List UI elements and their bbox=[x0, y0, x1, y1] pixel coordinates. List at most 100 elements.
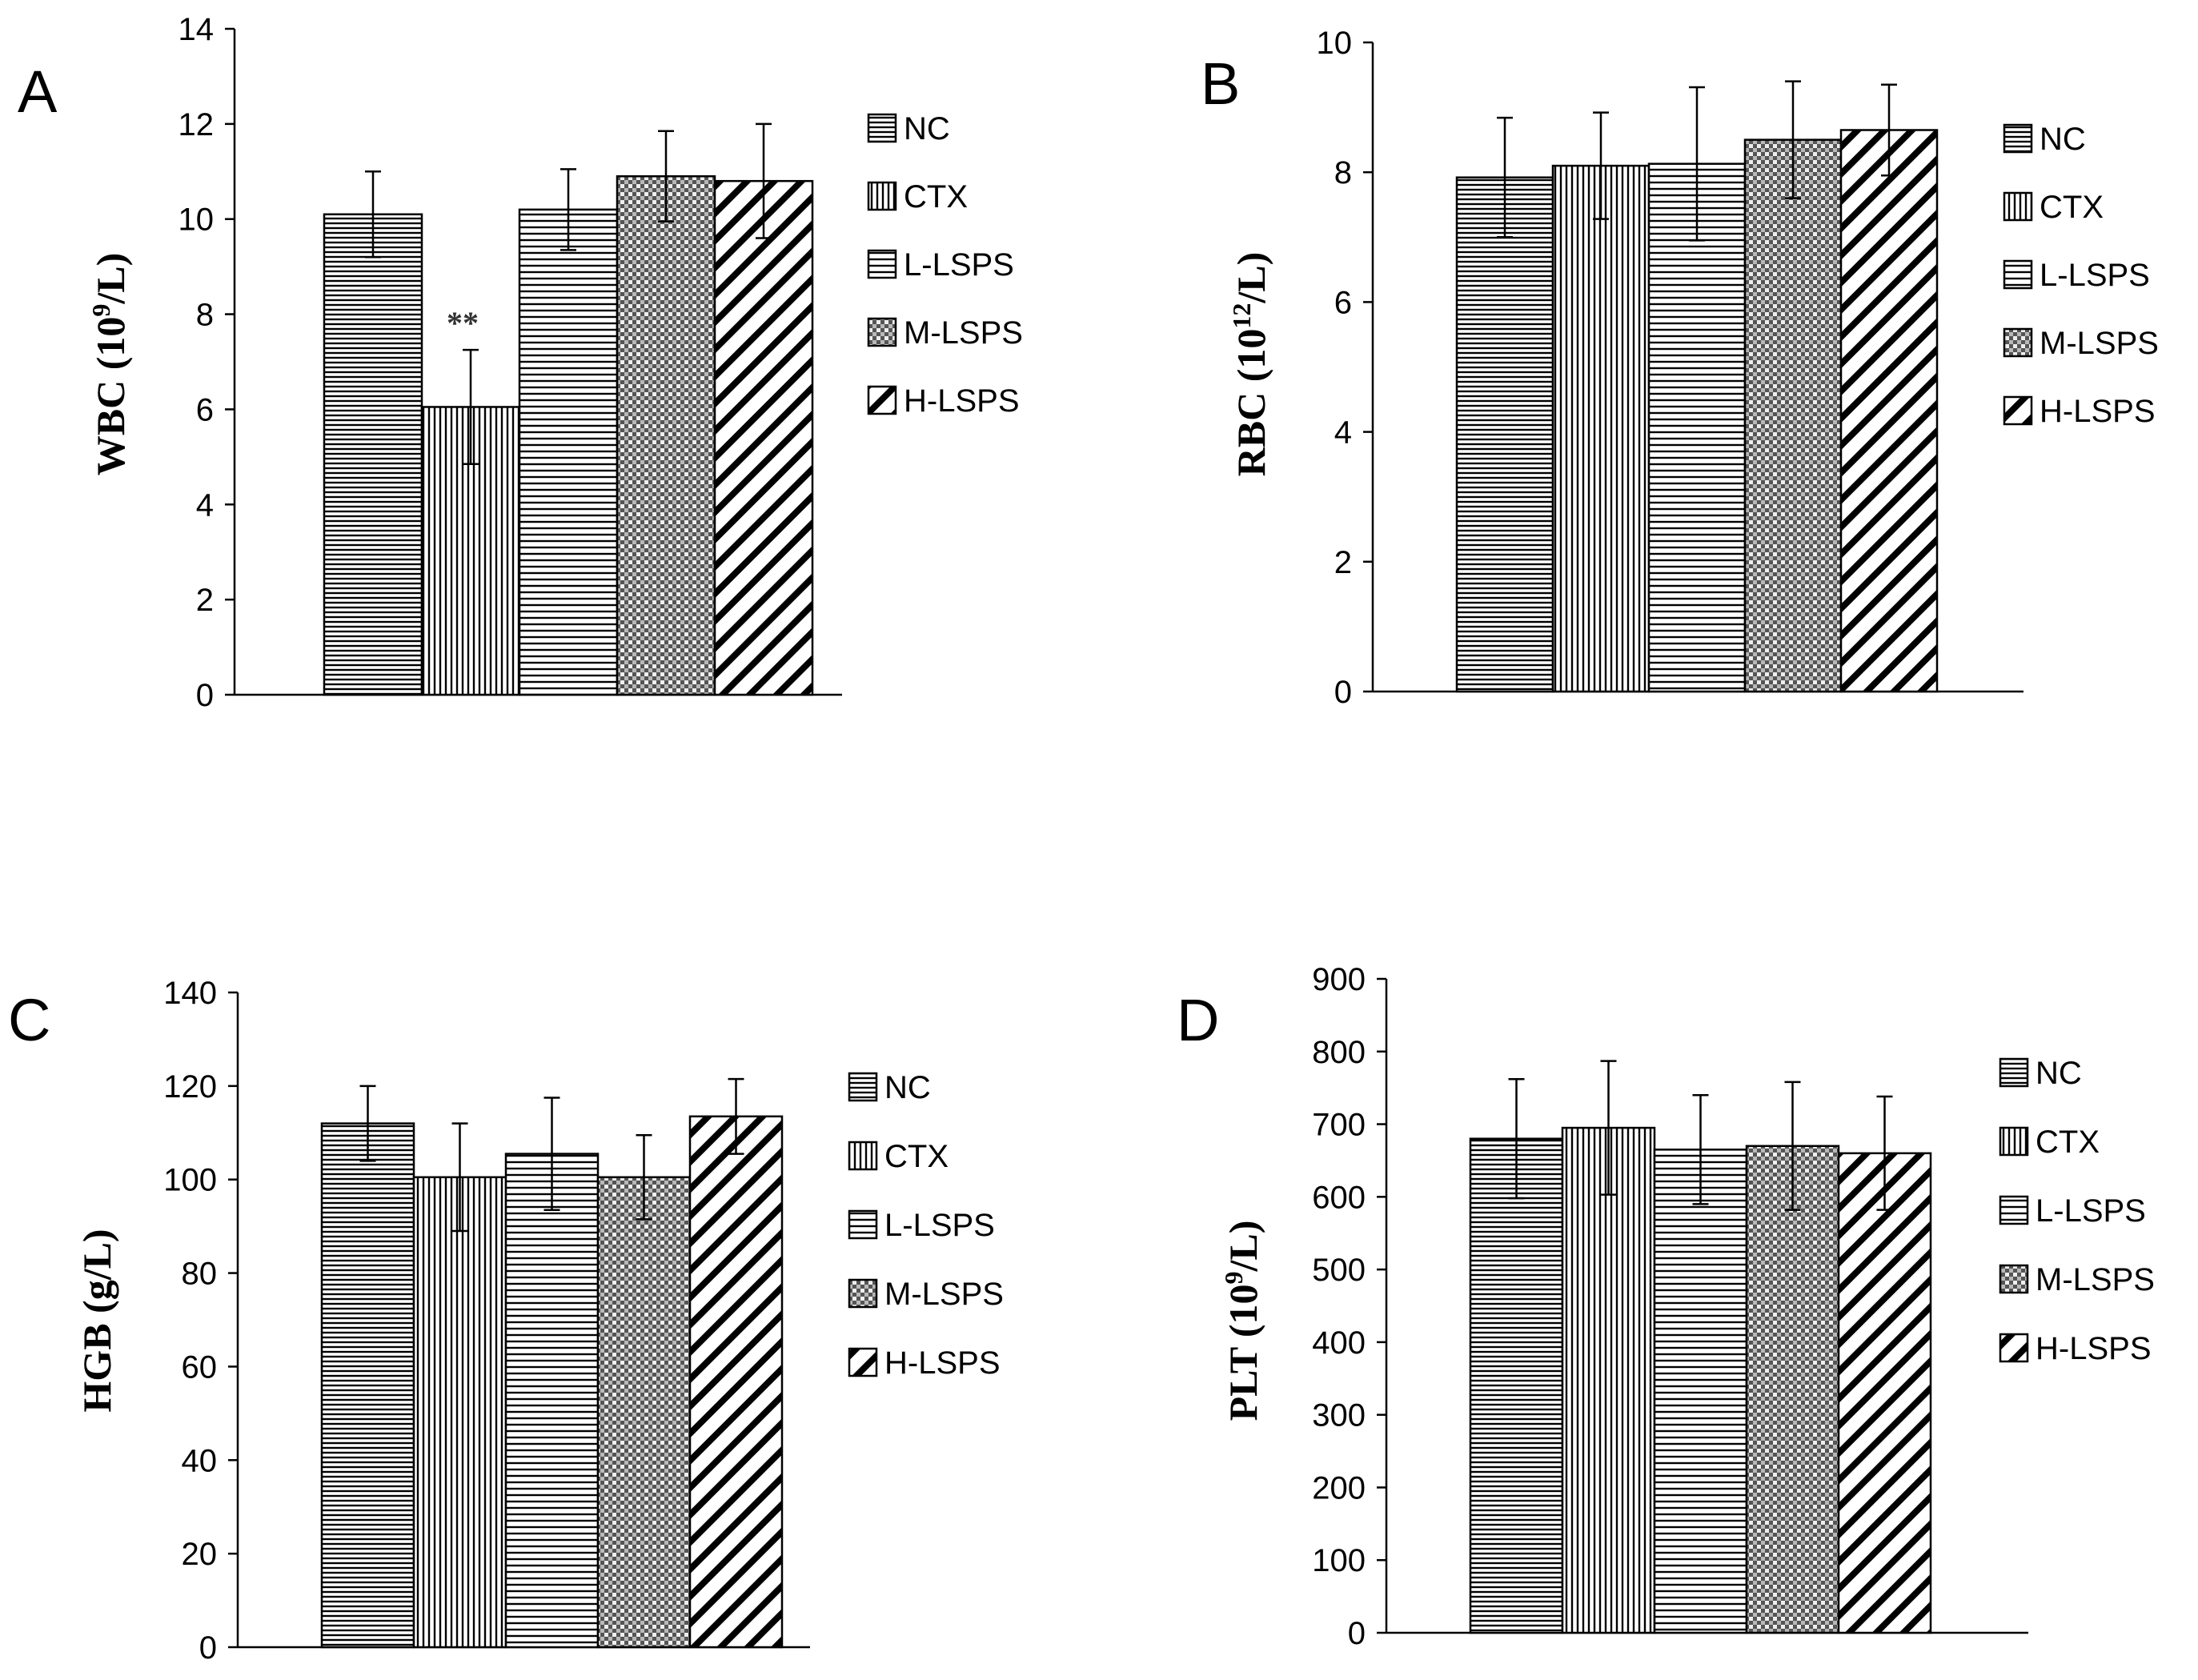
panel-letter: B bbox=[1201, 50, 1240, 117]
legend-label: H-LSPS bbox=[2040, 394, 2156, 429]
legend-label: L-LSPS bbox=[904, 247, 1014, 283]
panel-letter: D bbox=[1177, 987, 1219, 1053]
y-tick-label: 900 bbox=[1312, 962, 1366, 997]
y-axis-title-superscript: 12 bbox=[1227, 303, 1256, 329]
legend-swatch bbox=[848, 1278, 878, 1309]
y-tick-label: 600 bbox=[1312, 1180, 1366, 1215]
legend-swatch bbox=[1999, 1057, 2029, 1088]
legend-swatch bbox=[2003, 259, 2033, 290]
y-tick-label: 6 bbox=[1334, 285, 1352, 320]
legend-item-l-lsps: L-LSPS bbox=[848, 1208, 995, 1243]
y-axis-title-unit: /L) bbox=[1221, 1221, 1265, 1273]
legend-swatch bbox=[848, 1347, 878, 1377]
legend-item-h-lsps: H-LSPS bbox=[2003, 394, 2156, 429]
error-bar-h-lsps bbox=[728, 1077, 744, 1155]
legend-label: NC bbox=[884, 1070, 931, 1105]
legend-label: M-LSPS bbox=[904, 315, 1023, 351]
bar-h-lsps bbox=[713, 179, 814, 696]
y-axis-title-unit: /L) bbox=[88, 253, 133, 305]
legend-item-ctx: CTX bbox=[2003, 190, 2104, 225]
panel-d-plt: 0 100 200 300 400 500 600 700 800 900 NC CTX L-LSPS M… bbox=[1177, 962, 2155, 1651]
panel-b-rbc: 0 2 4 6 8 10 NC CTX L-LSPS M-LSPS H-LSPS B RBC (1012… bbox=[1201, 26, 2159, 710]
y-tick-label: 400 bbox=[1312, 1325, 1366, 1361]
bar-nc bbox=[323, 213, 423, 696]
legend-item-h-lsps: H-LSPS bbox=[867, 383, 1020, 419]
y-tick-label: 120 bbox=[163, 1069, 217, 1105]
legend-swatch bbox=[1999, 1126, 2029, 1157]
y-tick-label: 0 bbox=[1334, 675, 1352, 710]
panel-letter: A bbox=[18, 58, 58, 125]
y-axis-title: WBC (109/L) bbox=[86, 253, 133, 476]
error-bar-ctx bbox=[1600, 1060, 1617, 1196]
legend-label: NC bbox=[2040, 122, 2086, 157]
y-tick-label: 100 bbox=[163, 1163, 217, 1198]
error-bar-nc bbox=[359, 1085, 376, 1162]
y-tick-label: 300 bbox=[1312, 1398, 1366, 1433]
bar-nc bbox=[1455, 176, 1554, 693]
bar-nc bbox=[320, 1122, 415, 1649]
y-axis-title: PLT (109/L) bbox=[1219, 1221, 1265, 1421]
legend-item-m-lsps: M-LSPS bbox=[848, 1277, 1004, 1312]
legend-label: NC bbox=[904, 111, 950, 146]
legend-swatch bbox=[848, 1141, 878, 1171]
legend-item-m-lsps: M-LSPS bbox=[2003, 326, 2159, 361]
legend-swatch bbox=[867, 317, 897, 347]
y-tick-label: 8 bbox=[196, 298, 214, 333]
error-bar-h-lsps bbox=[1881, 83, 1897, 177]
legend-label: NC bbox=[2036, 1056, 2082, 1091]
y-tick-label: 20 bbox=[182, 1537, 218, 1572]
legend-swatch bbox=[848, 1072, 878, 1102]
error-bar-h-lsps bbox=[756, 122, 772, 239]
bar-l-lsps bbox=[1653, 1149, 1748, 1634]
y-tick-label: 6 bbox=[196, 392, 214, 427]
y-tick-label: 40 bbox=[182, 1443, 218, 1478]
bar-l-lsps bbox=[518, 208, 619, 696]
y-axis-title-main: PLT (10 bbox=[1221, 1285, 1265, 1421]
y-axis-title-main: RBC (10 bbox=[1229, 329, 1273, 477]
bar-l-lsps bbox=[1647, 162, 1747, 693]
legend-swatch bbox=[2003, 191, 2033, 222]
legend-label: H-LSPS bbox=[904, 383, 1020, 419]
legend-label: H-LSPS bbox=[2036, 1331, 2152, 1366]
legend-label: L-LSPS bbox=[884, 1208, 995, 1243]
error-bar-m-lsps bbox=[636, 1133, 652, 1221]
y-axis-title-superscript: 9 bbox=[86, 304, 115, 317]
legend-label: L-LSPS bbox=[2040, 258, 2150, 293]
error-bar-ctx bbox=[463, 348, 479, 466]
error-bar-ctx bbox=[451, 1122, 468, 1233]
bar-nc bbox=[1469, 1137, 1564, 1634]
error-bar-m-lsps bbox=[1784, 1081, 1801, 1211]
legend-swatch bbox=[2003, 327, 2033, 358]
legend-swatch bbox=[867, 181, 897, 211]
legend-item-m-lsps: M-LSPS bbox=[1999, 1262, 2155, 1297]
bar-m-lsps bbox=[616, 174, 716, 696]
legend-item-nc: NC bbox=[867, 111, 950, 146]
y-axis-title-unit: /L) bbox=[1229, 252, 1273, 304]
y-axis-title-main: HGB (g/L) bbox=[74, 1229, 119, 1412]
error-bar-l-lsps bbox=[560, 168, 576, 251]
y-tick-label: 12 bbox=[178, 107, 215, 142]
legend-item-nc: NC bbox=[2003, 122, 2086, 157]
y-tick-label: 0 bbox=[196, 678, 214, 713]
legend-item-ctx: CTX bbox=[848, 1139, 949, 1174]
bar-h-lsps bbox=[1837, 1152, 1932, 1634]
legend-swatch bbox=[1999, 1264, 2029, 1294]
legend-label: H-LSPS bbox=[884, 1345, 1001, 1381]
y-tick-label: 2 bbox=[196, 583, 214, 618]
legend-item-l-lsps: L-LSPS bbox=[2003, 258, 2150, 293]
y-tick-label: 700 bbox=[1312, 1108, 1366, 1143]
legend-swatch bbox=[2003, 123, 2033, 154]
legend-item-m-lsps: M-LSPS bbox=[867, 315, 1023, 351]
legend-swatch bbox=[1999, 1195, 2029, 1225]
legend-label: CTX bbox=[884, 1139, 949, 1174]
error-bar-h-lsps bbox=[1876, 1095, 1893, 1211]
y-tick-label: 140 bbox=[163, 976, 217, 1011]
y-tick-label: 100 bbox=[1312, 1543, 1366, 1578]
legend-label: CTX bbox=[904, 179, 968, 215]
y-tick-label: 0 bbox=[199, 1630, 217, 1666]
panel-letter: C bbox=[8, 987, 50, 1053]
bar-m-lsps bbox=[1745, 1145, 1840, 1634]
bar-h-lsps bbox=[688, 1115, 784, 1649]
legend-label: M-LSPS bbox=[2036, 1262, 2155, 1297]
y-tick-label: 8 bbox=[1334, 155, 1352, 190]
